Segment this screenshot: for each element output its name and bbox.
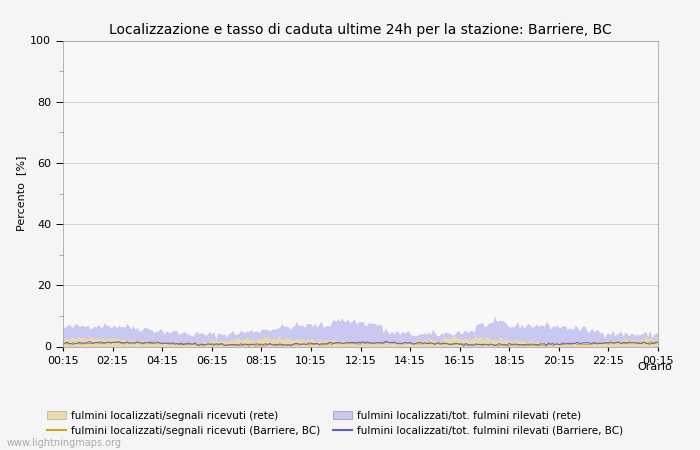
Legend: fulmini localizzati/segnali ricevuti (rete), fulmini localizzati/segnali ricevut: fulmini localizzati/segnali ricevuti (re…	[47, 410, 623, 436]
Text: Orario: Orario	[637, 362, 672, 372]
Y-axis label: Percento  [%]: Percento [%]	[16, 156, 26, 231]
Title: Localizzazione e tasso di caduta ultime 24h per la stazione: Barriere, BC: Localizzazione e tasso di caduta ultime …	[109, 22, 612, 36]
Text: www.lightningmaps.org: www.lightningmaps.org	[7, 438, 122, 448]
